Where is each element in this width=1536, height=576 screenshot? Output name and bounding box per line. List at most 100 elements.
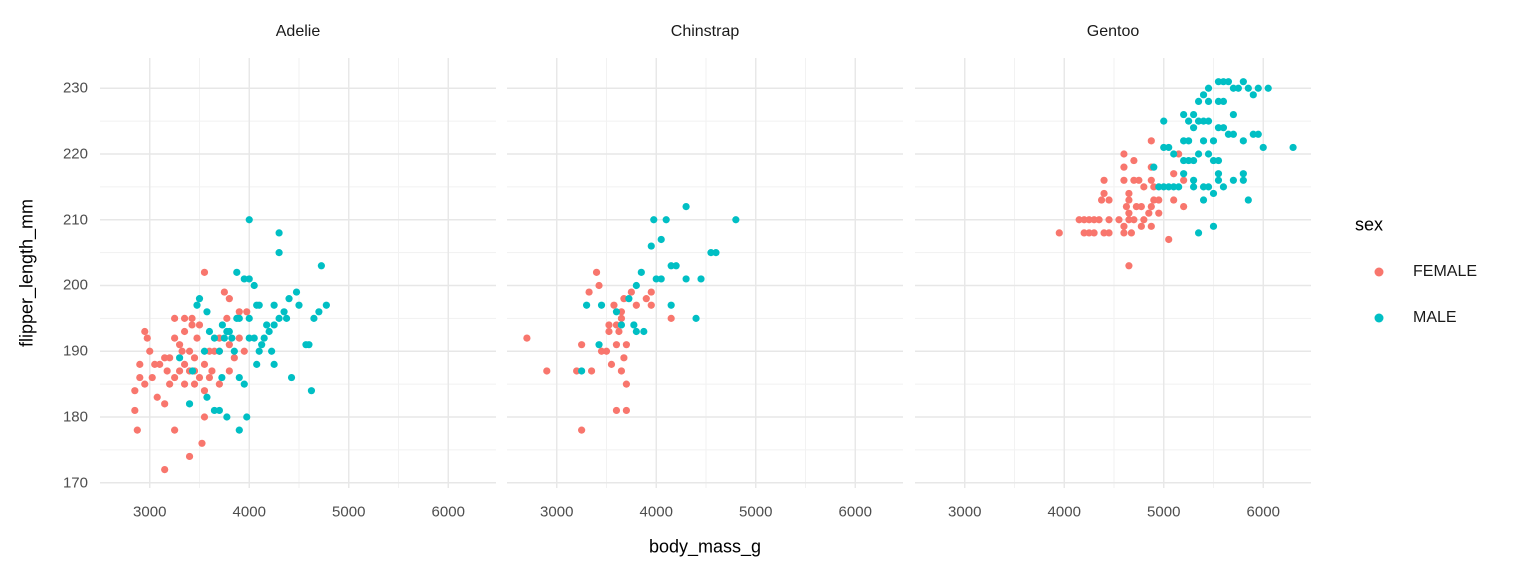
data-point [1140, 216, 1148, 224]
data-point [650, 216, 658, 224]
data-point [1122, 202, 1131, 211]
data-point [161, 400, 169, 408]
data-point [175, 341, 184, 349]
data-point [1209, 222, 1218, 230]
data-point [582, 301, 591, 309]
data-point [595, 281, 603, 290]
data-point [1244, 84, 1252, 92]
data-point [1130, 176, 1138, 184]
data-point [1219, 124, 1228, 132]
data-point [235, 334, 243, 342]
data-point [208, 367, 216, 375]
data-point [1100, 176, 1108, 184]
data-point [1224, 78, 1233, 86]
data-point [1125, 196, 1133, 204]
data-point [1180, 156, 1188, 165]
x-tick-label: 3000 [133, 503, 167, 521]
y-tick-label: 180 [62, 408, 88, 426]
data-point [265, 327, 273, 336]
data-point [1155, 209, 1163, 217]
data-point [1120, 176, 1128, 184]
data-point [578, 426, 586, 434]
data-point [223, 314, 231, 322]
data-point [627, 288, 635, 296]
x-tick-label: 5000 [332, 503, 366, 521]
data-point [215, 406, 223, 415]
data-point [632, 281, 640, 290]
data-point [1239, 137, 1247, 145]
data-point [220, 334, 228, 342]
data-point [166, 380, 174, 388]
data-point [220, 288, 228, 296]
y-tick-label: 210 [62, 211, 88, 229]
data-point [597, 301, 606, 309]
data-point [250, 334, 258, 342]
data-point [585, 288, 593, 296]
data-point [230, 347, 238, 355]
data-point [662, 216, 670, 224]
data-point [200, 387, 209, 395]
data-point [146, 347, 154, 355]
data-point [592, 268, 601, 276]
x-tick-label: 6000 [431, 503, 465, 521]
data-point [143, 334, 151, 342]
data-point [1199, 91, 1208, 99]
data-point [1234, 84, 1242, 92]
facet-title-gentoo: Gentoo [1086, 23, 1140, 40]
data-point [245, 334, 253, 342]
data-point [1194, 97, 1203, 105]
data-point [1125, 209, 1133, 217]
data-point [1147, 137, 1155, 145]
data-point [1204, 150, 1213, 158]
data-point [240, 275, 248, 283]
data-point [1214, 176, 1223, 184]
data-point [180, 314, 189, 322]
data-point [188, 367, 197, 375]
data-point [1120, 229, 1128, 237]
data-point [1080, 229, 1088, 237]
data-point [307, 387, 316, 395]
data-point [218, 321, 226, 329]
data-point [270, 360, 278, 368]
y-tick-label: 220 [62, 145, 88, 163]
data-point [200, 347, 209, 355]
data-point [1080, 216, 1088, 224]
data-point [1125, 189, 1133, 198]
data-point [612, 308, 621, 316]
data-point [270, 321, 278, 329]
data-point [275, 249, 283, 257]
data-point [1209, 189, 1218, 198]
data-point [240, 380, 248, 388]
data-point [1165, 143, 1173, 152]
data-point [185, 347, 194, 355]
facet-title-chinstrap: Chinstrap [670, 23, 740, 40]
data-point [1219, 183, 1228, 191]
data-point [171, 426, 179, 434]
data-point [235, 314, 243, 322]
data-point [1170, 150, 1178, 158]
y-tick-label: 230 [62, 79, 88, 97]
data-point [632, 327, 640, 336]
data-point [712, 249, 720, 257]
data-point [1175, 150, 1183, 158]
data-point [268, 347, 276, 355]
data-point [1130, 156, 1138, 165]
data-point [225, 327, 233, 336]
data-point [136, 373, 144, 382]
data-point [1145, 209, 1153, 217]
data-point [1160, 183, 1168, 191]
data-point [1147, 176, 1155, 184]
data-point [617, 308, 626, 316]
data-point [1209, 156, 1218, 165]
data-point [1085, 229, 1093, 237]
data-point [190, 380, 199, 388]
data-point [285, 295, 293, 303]
data-point [1075, 216, 1083, 224]
data-point [732, 216, 740, 224]
data-point [647, 288, 655, 296]
data-point [163, 367, 171, 375]
data-point [1249, 91, 1257, 99]
data-point [667, 314, 675, 322]
data-point [1120, 163, 1128, 171]
data-point [1155, 183, 1163, 191]
